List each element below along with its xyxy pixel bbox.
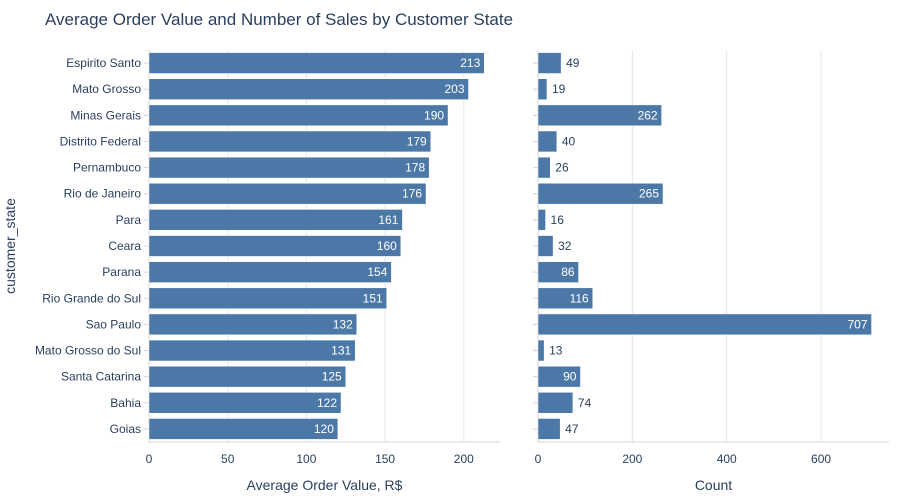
avg-order-value-bar-label: 122 [317, 396, 337, 410]
count-bar-label: 16 [551, 213, 565, 227]
panel-avg-order-value: 0 50 100 150 200 Average Order Value, R$ 213 Es… [35, 50, 500, 493]
count-bar-label: 86 [561, 265, 575, 279]
count-x-tick-label: 600 [811, 452, 831, 466]
count-bar-label: 262 [638, 108, 658, 122]
count-x-tick-label: 200 [622, 452, 642, 466]
avg-order-value-bar-label: 120 [314, 422, 334, 436]
count-bar-ceara [537, 235, 554, 257]
count-bar-sao-paulo [537, 313, 872, 336]
y-tick-label-bahia: Bahia [110, 396, 141, 410]
count-x-tick-label: 400 [717, 452, 737, 466]
avg-order-value-bar-espirito-santo [148, 52, 485, 74]
avg-order-value-bar-rio-grande-do-sul [148, 287, 387, 309]
count-bar-label: 26 [555, 161, 569, 175]
y-tick-label-para: Para [116, 213, 142, 227]
y-tick-label-rio-grande-do-sul: Rio Grande do Sul [42, 291, 141, 305]
count-x-axis-title: Count [695, 477, 732, 493]
avg-order-value-bar-ceara [148, 235, 402, 257]
avg-order-value-bar-label: 178 [405, 161, 425, 175]
avg-order-value-bar-label: 160 [377, 239, 397, 253]
avg-order-value-bar-sao-paulo [148, 313, 358, 336]
y-tick-label-santa-catarina: Santa Catarina [61, 370, 141, 384]
y-tick-label-espirito-santo: Espirito Santo [66, 56, 141, 70]
count-bar-label: 116 [570, 291, 589, 305]
count-bar-pernambuco [537, 156, 551, 179]
avg-order-value-bar-minas-gerais [148, 104, 449, 127]
count-bar-label: 265 [639, 187, 659, 201]
avg-order-value-bar-santa-catarina [148, 365, 346, 388]
y-tick-label-distrito-federal: Distrito Federal [60, 134, 141, 148]
avg-order-value-x-tick-label: 100 [296, 452, 316, 466]
avg-order-value-bar-label: 176 [402, 187, 422, 201]
y-tick-label-mato-grosso: Mato Grosso [72, 82, 141, 96]
avg-order-value-x-tick-label: 0 [146, 452, 153, 466]
y-tick-label-sao-paulo: Sao Paulo [86, 317, 142, 331]
count-bar-label: 32 [558, 239, 572, 253]
avg-order-value-bar-para [148, 209, 403, 231]
avg-order-value-bar-mato-grosso [148, 78, 469, 100]
avg-order-value-bar-distrito-federal [148, 130, 431, 153]
avg-order-value-bar-label: 125 [322, 370, 342, 384]
avg-order-value-bar-rio-de-janeiro [148, 183, 427, 205]
count-bar-label: 40 [562, 134, 576, 148]
avg-order-value-bar-label: 131 [331, 344, 351, 358]
count-bar-goias [537, 418, 561, 440]
avg-order-value-bar-parana [148, 261, 392, 283]
count-bar-espirito-santo [537, 52, 562, 74]
count-x-tick-label: 0 [535, 452, 542, 466]
count-bar-label: 13 [549, 344, 563, 358]
avg-order-value-bar-bahia [148, 392, 342, 414]
avg-order-value-bar-label: 161 [378, 213, 398, 227]
avg-order-value-x-tick-label: 200 [454, 452, 474, 466]
count-bar-label: 47 [565, 422, 579, 436]
count-bar-distrito-federal [537, 130, 558, 153]
count-bar-bahia [537, 392, 574, 414]
count-bar-label: 90 [563, 370, 577, 384]
y-tick-label-ceara: Ceara [108, 239, 141, 253]
count-bar-label: 74 [578, 396, 592, 410]
y-tick-label-rio-de-janeiro: Rio de Janeiro [64, 187, 142, 201]
avg-order-value-bar-label: 190 [424, 108, 444, 122]
avg-order-value-bar-pernambuco [148, 156, 430, 179]
y-tick-label-mato-grosso-do-sul: Mato Grosso do Sul [35, 344, 141, 358]
count-bar-para [537, 209, 546, 231]
y-tick-label-minas-gerais: Minas Gerais [70, 108, 141, 122]
y-tick-label-parana: Parana [102, 265, 141, 279]
avg-order-value-x-tick-label: 50 [221, 452, 235, 466]
count-bar-mato-grosso-do-sul [537, 339, 545, 362]
y-tick-label-goias: Goias [110, 422, 141, 436]
chart-title: Average Order Value and Number of Sales … [45, 10, 513, 29]
avg-order-value-bar-label: 151 [363, 291, 383, 305]
avg-order-value-bar-label: 203 [444, 82, 464, 96]
avg-order-value-x-axis-title: Average Order Value, R$ [247, 477, 403, 493]
avg-order-value-bar-mato-grosso-do-sul [148, 339, 356, 362]
count-bar-label: 707 [848, 317, 868, 331]
count-bar-mato-grosso [537, 78, 548, 100]
count-bar-label: 49 [566, 56, 580, 70]
avg-order-value-bar-label: 179 [407, 134, 427, 148]
count-bar-label: 19 [552, 82, 566, 96]
y-axis-title: customer_state [2, 198, 18, 294]
y-tick-label-pernambuco: Pernambuco [73, 161, 141, 175]
avg-order-value-bar-goias [148, 418, 339, 440]
avg-order-value-bar-label: 154 [367, 265, 387, 279]
avg-order-value-bar-label: 213 [460, 56, 480, 70]
avg-order-value-bar-label: 132 [333, 317, 353, 331]
avg-order-value-x-tick-label: 150 [375, 452, 395, 466]
